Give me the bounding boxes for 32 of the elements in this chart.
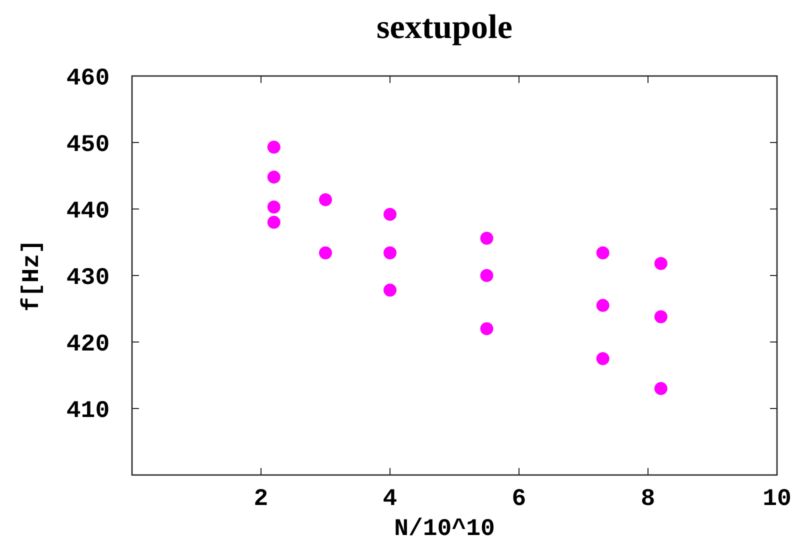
point	[654, 382, 668, 396]
x-tick-label: 8	[640, 486, 656, 513]
point	[384, 208, 396, 221]
point	[384, 284, 396, 297]
y-tick-label: 450	[66, 132, 110, 159]
point	[480, 232, 494, 245]
y-tick-label: 440	[66, 198, 110, 226]
point	[480, 269, 494, 282]
x-tick-label: 2	[254, 486, 268, 513]
x-tick-label: 10	[762, 486, 792, 513]
y-axis-title: f[Hz]	[19, 239, 46, 312]
y-tick-label: 430	[66, 264, 110, 292]
y-tick-label: 460	[66, 65, 110, 92]
chart-title: sextupole	[376, 9, 512, 46]
y-tick-label: 410	[66, 398, 110, 425]
point	[654, 310, 668, 324]
point	[319, 193, 332, 206]
y-tick-label: 420	[66, 331, 110, 358]
point	[267, 140, 280, 154]
point	[267, 170, 280, 184]
point	[596, 246, 610, 260]
x-tick-label: 4	[382, 486, 398, 513]
point	[480, 322, 494, 336]
x-axis-title: N/10^10	[394, 516, 495, 543]
point	[319, 246, 332, 260]
point	[596, 352, 610, 366]
x-tick-label: 6	[512, 486, 526, 513]
point	[596, 298, 610, 312]
point	[654, 257, 668, 270]
point	[267, 216, 280, 229]
point	[384, 246, 396, 260]
point	[267, 200, 280, 214]
